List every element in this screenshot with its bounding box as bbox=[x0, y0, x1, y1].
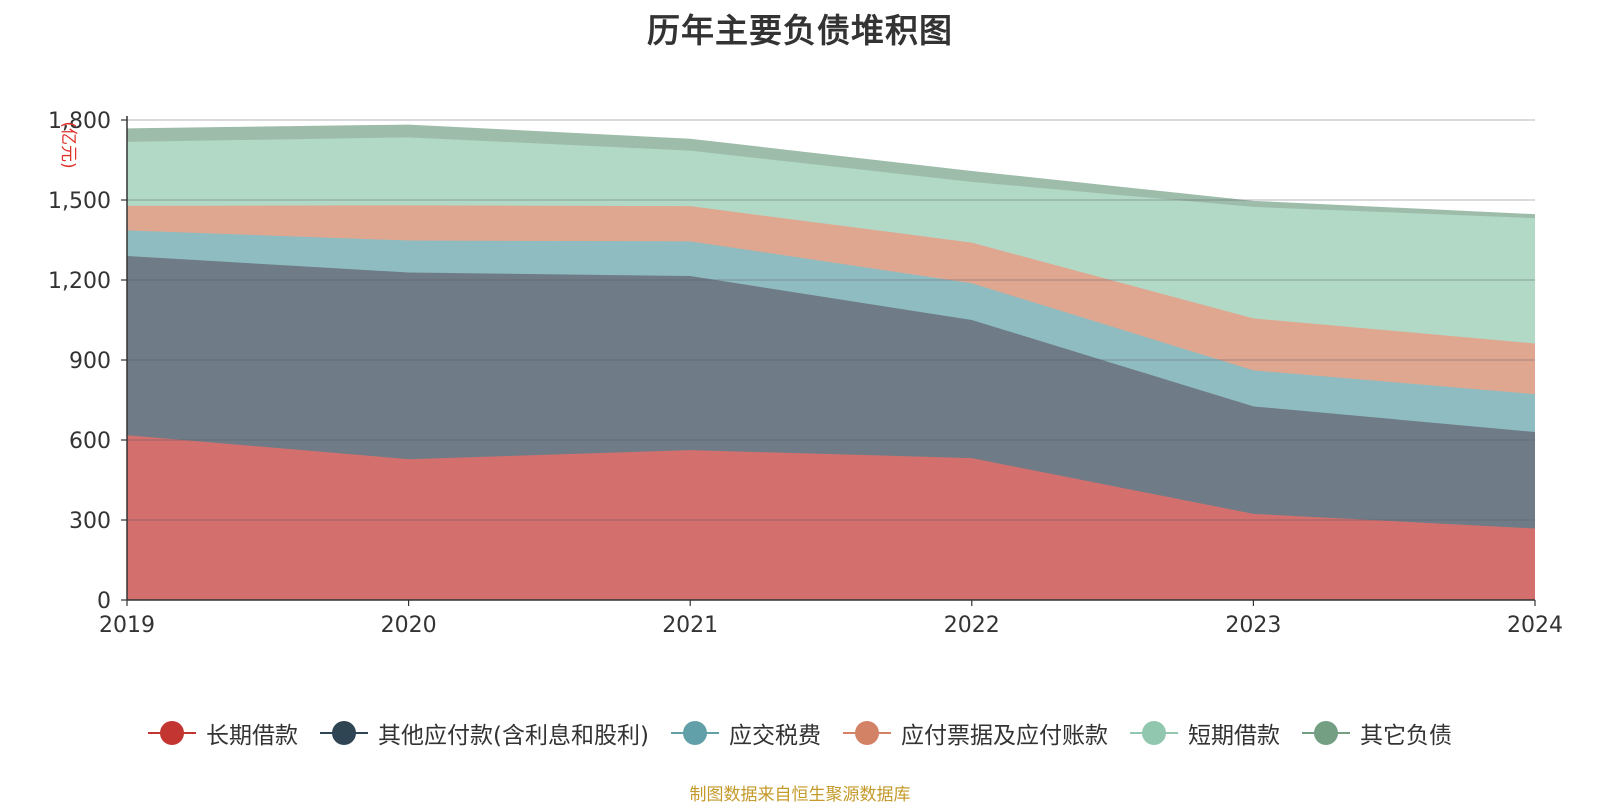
y-tick-label: 300 bbox=[69, 509, 111, 534]
y-tick-label: 1,500 bbox=[48, 189, 111, 214]
chart-legend: 长期借款 其他应付款(含利息和股利) 应交税费 应付票据及应付账款 短期借款 其… bbox=[0, 716, 1600, 750]
x-tick-label: 2021 bbox=[662, 613, 718, 638]
legend-item-long-term-loans[interactable]: 长期借款 bbox=[148, 716, 298, 750]
y-tick-label: 900 bbox=[69, 349, 111, 374]
chart-title: 历年主要负债堆积图 bbox=[647, 11, 953, 50]
x-tick-label: 2024 bbox=[1507, 613, 1563, 638]
legend-marker-icon bbox=[320, 721, 369, 745]
y-tick-label: 0 bbox=[97, 589, 111, 614]
x-tick-label: 2023 bbox=[1225, 613, 1281, 638]
data-source-note: 制图数据来自恒生聚源数据库 bbox=[689, 785, 911, 805]
line-series-5 bbox=[126, 124, 1536, 216]
y-tick-label: 600 bbox=[69, 429, 111, 454]
stacked-area-chart: 0 300 600 900 1,200 1,500 1,800 2019 2020 2021 202… bbox=[48, 109, 1563, 638]
legend-item-short-term-loans[interactable]: 短期借款 bbox=[1129, 716, 1280, 750]
y-axis-unit-label: (亿元) bbox=[58, 121, 78, 168]
area-series-3 bbox=[127, 205, 1535, 395]
area-series-0 bbox=[127, 435, 1535, 600]
legend-item-other-liabilities[interactable]: 其它负债 bbox=[1301, 716, 1452, 750]
legend-label: 长期借款 bbox=[206, 723, 299, 749]
legend-marker-icon bbox=[148, 721, 197, 745]
x-tick-label: 2020 bbox=[381, 613, 437, 638]
area-series-5 bbox=[127, 125, 1535, 219]
legend-item-other-payables[interactable]: 其他应付款(含利息和股利) bbox=[320, 716, 649, 750]
legend-label: 应付票据及应付账款 bbox=[900, 723, 1108, 749]
area-series-4 bbox=[127, 137, 1535, 344]
legend-marker-icon bbox=[842, 721, 891, 745]
legend-label: 短期借款 bbox=[1187, 723, 1280, 749]
area-series-2 bbox=[127, 230, 1535, 432]
x-tick-label: 2022 bbox=[944, 613, 1000, 638]
area-series-1 bbox=[127, 256, 1535, 529]
legend-label: 应交税费 bbox=[728, 723, 821, 749]
legend-item-notes-accounts-payable[interactable]: 应付票据及应付账款 bbox=[842, 716, 1108, 750]
legend-item-taxes-payable[interactable]: 应交税费 bbox=[670, 716, 821, 750]
legend-marker-icon bbox=[1129, 721, 1178, 745]
y-tick-label: 1,800 bbox=[48, 109, 111, 134]
legend-marker-icon bbox=[1301, 721, 1350, 745]
x-tick-label: 2019 bbox=[99, 613, 155, 638]
legend-label: 其它负债 bbox=[1359, 723, 1452, 749]
y-tick-label: 1,200 bbox=[48, 269, 111, 294]
legend-label: 其他应付款(含利息和股利) bbox=[378, 723, 649, 749]
legend-marker-icon bbox=[670, 721, 719, 745]
